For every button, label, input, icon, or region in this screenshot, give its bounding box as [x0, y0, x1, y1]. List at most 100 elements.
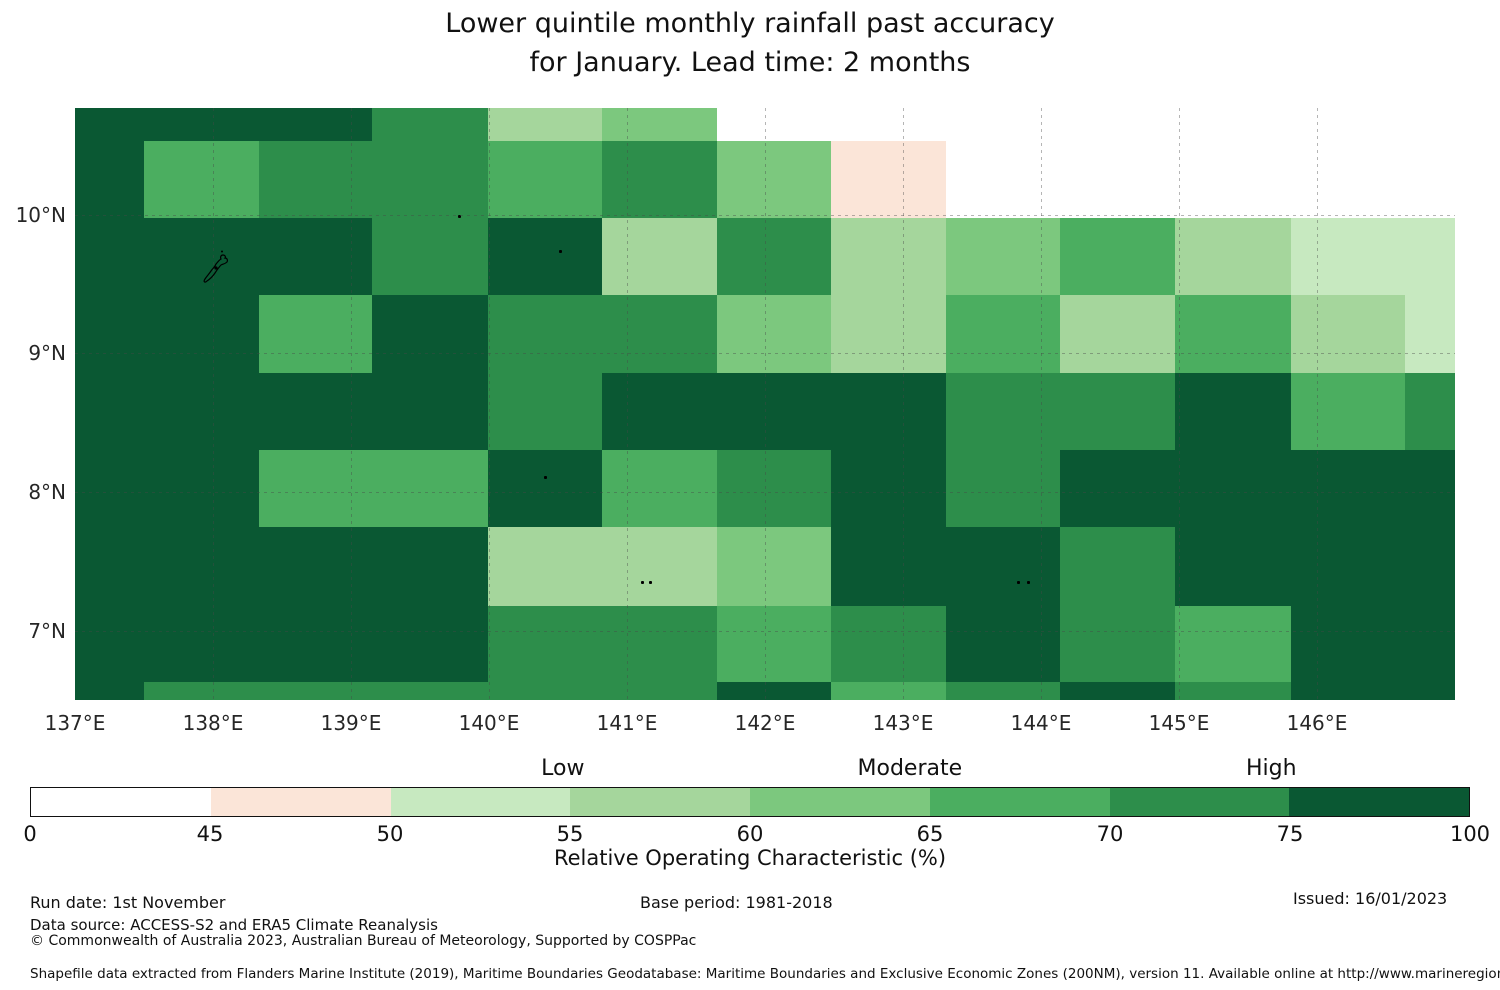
heatmap-cell: [487, 372, 603, 451]
colorbar-tick-label: 50: [376, 822, 404, 846]
island-dot: [649, 581, 653, 584]
heatmap-cell: [716, 526, 832, 606]
heatmap-cell: [75, 605, 144, 682]
heatmap-cell: [258, 217, 372, 296]
heatmap-cell: [1174, 605, 1291, 682]
heatmap-cell: [1174, 108, 1291, 142]
heatmap-cell: [945, 526, 1061, 606]
heatmap-cell: [371, 526, 488, 606]
heatmap-cell: [602, 372, 717, 451]
colorbar-segment: [31, 788, 211, 816]
heatmap-cell: [831, 526, 946, 606]
heatmap-cell: [371, 605, 488, 682]
x-tick-label: 145°E: [1148, 711, 1210, 735]
colorbar-segment: [929, 788, 1110, 816]
heatmap-cell: [75, 450, 144, 527]
heatmap-cell: [258, 372, 372, 451]
heatmap-cell: [1405, 526, 1455, 606]
heatmap-cell: [75, 108, 144, 142]
heatmap-cell: [487, 526, 603, 606]
heatmap-cell: [371, 295, 488, 373]
heatmap-cell: [716, 372, 832, 451]
heatmap-cell: [1174, 217, 1291, 296]
colorbar-tick-label: 65: [916, 822, 944, 846]
heatmap-cell: [1174, 526, 1291, 606]
heatmap-cell: [144, 141, 259, 218]
heatmap-cell: [831, 295, 946, 373]
heatmap-cell: [258, 108, 372, 142]
heatmap-cell: [831, 108, 946, 142]
x-tick-label: 142°E: [734, 711, 796, 735]
heatmap-cell: [716, 108, 832, 142]
heatmap-cell: [831, 141, 946, 218]
shapefile-text: Shapefile data extracted from Flanders M…: [30, 966, 1500, 982]
heatmap-cell: [258, 141, 372, 218]
heatmap-cell: [487, 141, 603, 218]
x-tick-label: 146°E: [1286, 711, 1348, 735]
chart-title-line1: Lower quintile monthly rainfall past acc…: [445, 8, 1055, 39]
heatmap-cell: [1405, 295, 1455, 373]
heatmap-cell: [602, 526, 717, 606]
heatmap-cell: [1290, 450, 1406, 527]
heatmap-cell: [945, 217, 1061, 296]
heatmap-cell: [1060, 108, 1175, 142]
heatmap-cell: [716, 217, 832, 296]
heatmap-cell: [1060, 450, 1175, 527]
island-dot: [1027, 581, 1031, 584]
heatmap-cell: [371, 108, 488, 142]
heatmap-cell: [258, 526, 372, 606]
heatmap-cell: [716, 605, 832, 682]
heatmap-cell: [144, 526, 259, 606]
colorbar-segment: [210, 788, 391, 816]
gridline-vertical: [765, 108, 766, 700]
heatmap-cell: [602, 450, 717, 527]
heatmap-cell: [1290, 295, 1406, 373]
colorbar-tick-label: 55: [556, 822, 584, 846]
heatmap-cell: [487, 450, 603, 527]
heatmap-cell: [75, 141, 144, 218]
x-tick-label: 141°E: [596, 711, 658, 735]
gridline-vertical: [627, 108, 628, 700]
chart-title: Lower quintile monthly rainfall past acc…: [0, 4, 1500, 82]
heatmap-cell: [144, 450, 259, 527]
colorbar-segment: [570, 788, 750, 816]
heatmap-cell: [1174, 372, 1291, 451]
gridline-vertical: [1179, 108, 1180, 700]
heatmap-cell: [1405, 141, 1455, 218]
colorbar-section-label: Low: [541, 756, 585, 781]
x-tick-label: 143°E: [872, 711, 934, 735]
gridline-horizontal: [75, 630, 1455, 632]
heatmap-cell: [1174, 450, 1291, 527]
heatmap-cell: [1290, 217, 1406, 296]
data-source-text: Data source: ACCESS-S2 and ERA5 Climate …: [30, 916, 438, 934]
heatmap-cell: [1060, 141, 1175, 218]
issued-text: Issued: 16/01/2023: [1293, 889, 1448, 908]
heatmap-cell: [487, 108, 603, 142]
chart-title-line2: for January. Lead time: 2 months: [529, 47, 971, 78]
gridline-vertical: [903, 108, 904, 700]
run-date-text: Run date: 1st November: [30, 893, 226, 912]
heatmap-cell: [602, 681, 717, 700]
heatmap-cell: [1060, 372, 1175, 451]
heatmap-cell: [487, 605, 603, 682]
heatmap-cell: [945, 681, 1061, 700]
heatmap-cell: [487, 681, 603, 700]
heatmap-cell: [1290, 141, 1406, 218]
heatmap-cell: [1060, 681, 1175, 700]
heatmap-cell: [1290, 605, 1406, 682]
heatmap-cell: [1174, 681, 1291, 700]
colorbar-segments: [30, 787, 1470, 817]
heatmap-cell: [1290, 681, 1406, 700]
colorbar-tick-label: 0: [23, 822, 37, 846]
heatmap-cell: [371, 372, 488, 451]
heatmap-cell: [1290, 526, 1406, 606]
heatmap-cell: [945, 372, 1061, 451]
heatmap-cell: [716, 681, 832, 700]
heatmap-cell: [144, 295, 259, 373]
heatmap-cell: [144, 372, 259, 451]
heatmap-cell: [144, 605, 259, 682]
x-tick-label: 138°E: [182, 711, 244, 735]
colorbar-tick-label: 100: [1449, 822, 1491, 846]
gridline-vertical: [489, 108, 490, 700]
